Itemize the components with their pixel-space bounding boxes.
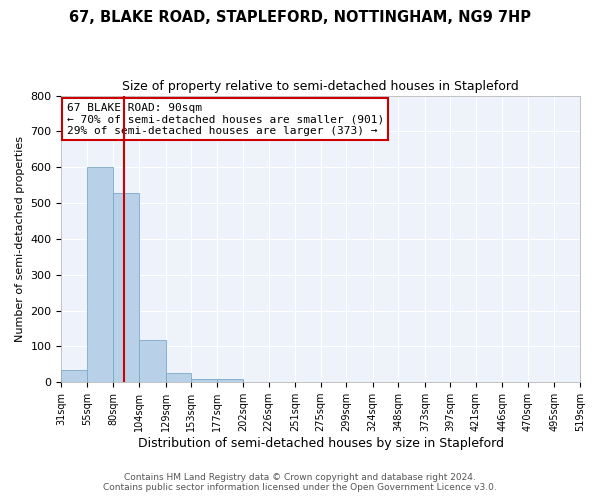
Bar <box>217 380 243 382</box>
Y-axis label: Number of semi-detached properties: Number of semi-detached properties <box>15 136 25 342</box>
Bar <box>166 374 191 382</box>
Text: 67 BLAKE ROAD: 90sqm
← 70% of semi-detached houses are smaller (901)
29% of semi: 67 BLAKE ROAD: 90sqm ← 70% of semi-detac… <box>67 102 384 136</box>
Bar <box>191 378 217 382</box>
Title: Size of property relative to semi-detached houses in Stapleford: Size of property relative to semi-detach… <box>122 80 519 93</box>
Bar <box>139 340 166 382</box>
Text: 67, BLAKE ROAD, STAPLEFORD, NOTTINGHAM, NG9 7HP: 67, BLAKE ROAD, STAPLEFORD, NOTTINGHAM, … <box>69 10 531 25</box>
Bar <box>61 370 87 382</box>
Text: Contains HM Land Registry data © Crown copyright and database right 2024.
Contai: Contains HM Land Registry data © Crown c… <box>103 473 497 492</box>
X-axis label: Distribution of semi-detached houses by size in Stapleford: Distribution of semi-detached houses by … <box>138 437 504 450</box>
Bar <box>87 167 113 382</box>
Bar <box>113 194 139 382</box>
